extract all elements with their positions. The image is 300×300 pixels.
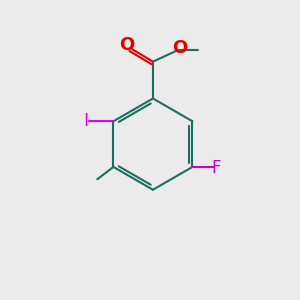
Text: O: O	[119, 37, 134, 55]
Text: F: F	[212, 158, 221, 176]
Text: I: I	[83, 112, 88, 130]
Text: O: O	[172, 38, 187, 56]
